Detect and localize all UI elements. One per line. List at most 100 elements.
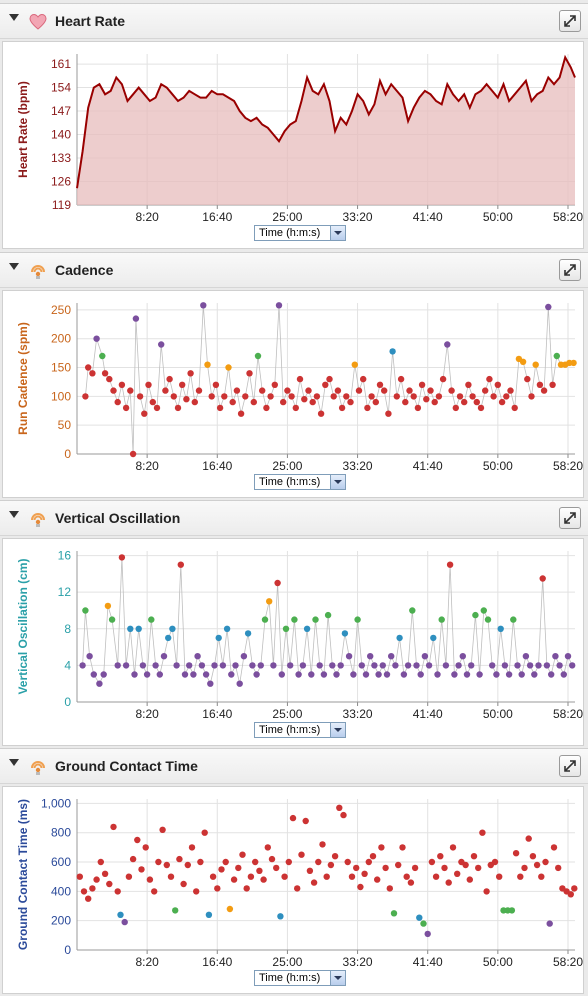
data-point — [159, 826, 166, 833]
data-point — [351, 361, 358, 368]
data-point — [197, 858, 204, 866]
y-axis-label: Run Cadence (spm) — [16, 322, 30, 435]
data-point — [432, 873, 440, 880]
data-point — [449, 844, 457, 851]
data-point — [125, 873, 133, 880]
data-point — [533, 861, 541, 869]
data-point — [501, 662, 509, 669]
data-point — [341, 630, 349, 637]
y-tick-label: 600 — [51, 855, 71, 869]
expand-button[interactable] — [559, 755, 581, 777]
data-point — [508, 907, 516, 914]
y-tick-label: 140 — [51, 128, 71, 142]
x-tick-label: 8:20 — [135, 955, 159, 969]
data-point — [114, 888, 121, 895]
time-unit-select[interactable]: Time (h:m:s) — [254, 722, 346, 738]
data-point — [252, 858, 259, 866]
data-point — [106, 880, 113, 888]
data-point — [403, 873, 410, 880]
data-point — [330, 393, 337, 400]
data-point — [446, 561, 454, 568]
data-point — [275, 302, 283, 309]
dropdown-arrow-icon[interactable] — [330, 226, 345, 240]
data-point — [368, 393, 375, 400]
data-point — [418, 381, 426, 388]
data-point — [288, 393, 295, 400]
data-point — [472, 611, 479, 619]
data-point — [101, 370, 109, 377]
y-tick-label: 161 — [51, 57, 71, 71]
data-point — [104, 602, 112, 610]
time-unit-select[interactable]: Time (h:m:s) — [254, 970, 346, 986]
data-point — [242, 393, 249, 400]
data-point — [378, 844, 385, 851]
data-point — [569, 662, 576, 669]
data-point — [195, 387, 203, 394]
data-point — [482, 387, 489, 394]
data-point — [239, 851, 246, 858]
data-point — [76, 873, 84, 880]
collapse-caret-icon[interactable] — [9, 263, 19, 270]
data-point — [385, 410, 392, 417]
x-tick-label: 41:40 — [413, 459, 443, 473]
data-point — [216, 404, 224, 412]
data-point — [542, 858, 549, 866]
data-point — [284, 387, 291, 394]
data-point — [139, 662, 147, 669]
data-point — [476, 671, 483, 678]
data-point — [354, 616, 361, 623]
y-axis-label: Vertical Oscillation (cm) — [16, 558, 30, 694]
y-tick-label: 4 — [64, 658, 71, 672]
dropdown-arrow-icon[interactable] — [330, 475, 345, 489]
data-point — [256, 867, 263, 874]
area-fill — [77, 57, 575, 206]
oscillation-signal-icon — [29, 510, 47, 528]
cadence-panel: Cadence 0 50 100 150 200 250 8:20 16:40 25:00 33:2… — [0, 252, 588, 500]
data-point — [296, 375, 304, 383]
data-point — [299, 662, 307, 669]
data-point — [389, 348, 396, 355]
data-point — [483, 888, 490, 895]
data-point — [358, 662, 365, 669]
data-point — [371, 662, 378, 669]
data-point — [512, 850, 520, 857]
data-point — [187, 370, 194, 377]
data-point — [486, 375, 493, 383]
data-point — [110, 387, 117, 394]
data-point — [372, 398, 379, 406]
data-point — [517, 873, 524, 880]
data-point — [522, 653, 530, 660]
time-unit-select[interactable]: Time (h:m:s) — [254, 225, 346, 241]
collapse-caret-icon[interactable] — [9, 511, 19, 518]
data-point — [180, 880, 187, 888]
data-point — [172, 907, 179, 914]
data-point — [151, 888, 158, 895]
data-point — [223, 625, 231, 632]
collapse-caret-icon[interactable] — [9, 14, 19, 21]
collapse-caret-icon[interactable] — [9, 759, 19, 766]
data-point — [459, 653, 466, 660]
dropdown-arrow-icon[interactable] — [330, 723, 345, 737]
data-point — [397, 375, 405, 383]
data-point — [473, 398, 480, 406]
expand-button[interactable] — [559, 10, 581, 32]
data-point — [292, 404, 299, 412]
x-tick-label: 25:00 — [272, 707, 302, 721]
data-point — [319, 841, 326, 848]
data-point — [211, 662, 218, 669]
data-point — [344, 858, 351, 866]
data-point — [153, 404, 161, 412]
data-point — [201, 829, 208, 836]
data-point — [364, 404, 371, 412]
time-unit-select[interactable]: Time (h:m:s) — [254, 474, 346, 490]
data-point — [507, 387, 514, 394]
dropdown-arrow-icon[interactable] — [330, 971, 345, 985]
data-point — [553, 352, 560, 360]
data-point — [235, 864, 242, 872]
data-point — [375, 671, 382, 678]
data-point — [85, 895, 92, 902]
data-point — [156, 671, 163, 678]
expand-button[interactable] — [559, 507, 581, 529]
expand-button[interactable] — [559, 259, 581, 281]
data-point — [243, 885, 250, 892]
